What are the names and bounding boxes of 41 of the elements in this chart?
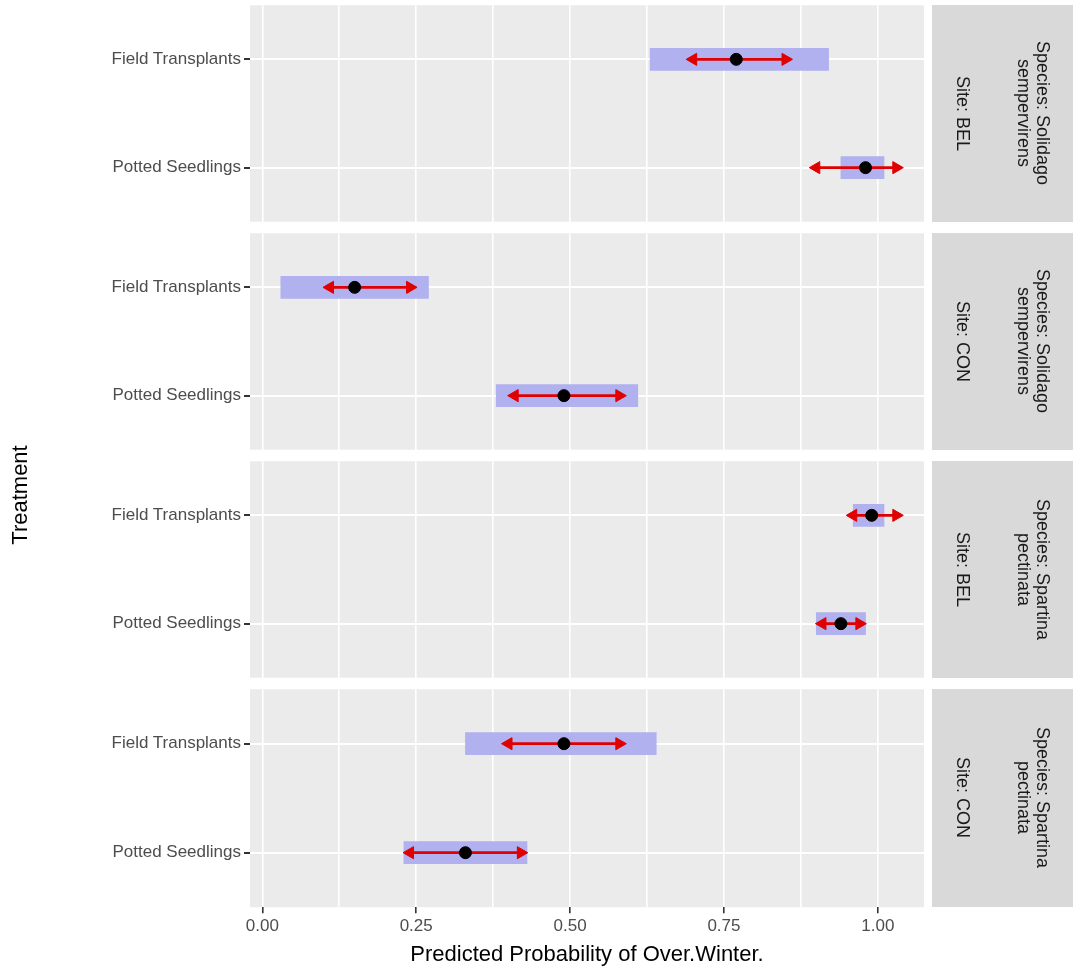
point <box>892 508 904 522</box>
text: Species: Solidago sempervirens <box>1014 40 1053 188</box>
point <box>615 736 627 751</box>
point <box>557 737 571 751</box>
point <box>855 616 867 631</box>
x-tick-label: 0.50 <box>553 915 587 935</box>
x-tick-label: 1.00 <box>861 915 895 935</box>
y-tick-label: Potted Seedlings <box>112 157 241 177</box>
point <box>615 388 627 403</box>
y-tick-label: Field Transplants <box>111 48 241 68</box>
point <box>348 280 362 294</box>
text: Species: Solidago sempervirens <box>1014 268 1053 416</box>
point <box>892 160 904 175</box>
y-tick-label: Potted Seedlings <box>112 842 241 862</box>
x-tick-label: 0.00 <box>245 915 279 935</box>
text: Site: BEL <box>953 531 973 607</box>
x-axis-title: Predicted Probability of Over.Winter. <box>410 940 764 966</box>
text: Site: CON <box>953 300 973 382</box>
point <box>322 280 335 294</box>
y-tick-label: Field Transplants <box>111 276 241 296</box>
text: Site: BEL <box>953 75 973 151</box>
point <box>516 845 529 860</box>
text: Species: Spartina pectinata <box>1014 497 1053 642</box>
point <box>402 845 415 860</box>
point <box>507 388 519 403</box>
y-tick-label: Field Transplants <box>111 504 241 524</box>
point <box>458 846 472 860</box>
y-tick-label: Potted Seedlings <box>112 385 241 405</box>
x-tick-label: 0.25 <box>399 915 433 935</box>
point <box>814 616 827 631</box>
text: Species: Spartina pectinata <box>1014 726 1053 871</box>
x-tick-label: 0.75 <box>707 915 741 935</box>
text: Site: CON <box>953 757 973 839</box>
point <box>729 52 743 66</box>
y-axis-title: Treatment <box>7 445 33 545</box>
y-tick-label: Field Transplants <box>111 733 241 753</box>
point <box>557 388 571 402</box>
point <box>501 736 513 751</box>
point <box>845 508 858 522</box>
y-tick-label: Potted Seedlings <box>112 613 241 633</box>
point <box>685 52 698 66</box>
